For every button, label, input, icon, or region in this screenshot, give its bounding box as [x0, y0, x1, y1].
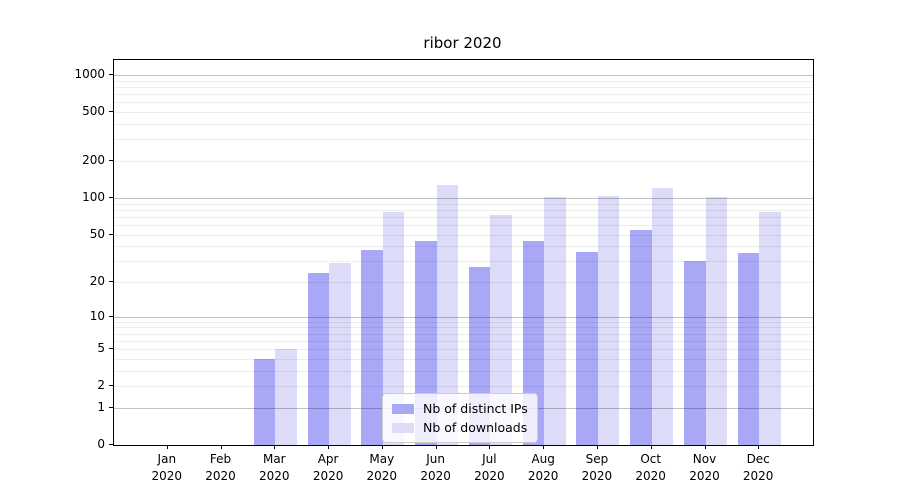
y-tick-label-100: 100 [82, 189, 105, 204]
bar-ips-dec [737, 253, 760, 445]
x-tick-label-jul: Jul 2020 [474, 452, 505, 483]
legend-swatch-distinct-ips [392, 403, 414, 414]
y-tick-mark-2 [109, 385, 113, 387]
bar-ips-apr [307, 272, 330, 445]
y-tick-label-200: 200 [82, 153, 105, 167]
y-tick-label-0: 0 [97, 437, 105, 451]
legend-item-downloads: Nb of downloads [392, 418, 528, 437]
x-tick-mark-feb [220, 445, 222, 449]
y-tick-mark-1000 [109, 74, 113, 76]
y-tick-mark-500 [109, 111, 113, 113]
y-tick-label-2: 2 [97, 378, 105, 393]
x-tick-label-may: May 2020 [366, 452, 398, 483]
bar-downloads-aug [544, 197, 566, 445]
y-tick-mark-50 [109, 233, 113, 235]
x-tick-mark-mar [274, 445, 276, 449]
y-tick-label-1: 1 [97, 399, 105, 414]
y-tick-label-20: 20 [89, 274, 105, 288]
bar-ips-sep [576, 251, 598, 445]
x-tick-mark-apr [328, 445, 330, 449]
x-tick-label-nov: Nov 2020 [689, 452, 720, 483]
bar-ips-mar [253, 358, 276, 445]
bar-ips-oct [630, 229, 652, 445]
bar-downloads-jul [490, 215, 512, 445]
bar-downloads-nov [705, 197, 727, 445]
x-tick-label-sep: Sep 2020 [581, 452, 613, 483]
bar-downloads-mar [275, 349, 297, 445]
legend-item-distinct-ips: Nb of distinct IPs [392, 399, 528, 418]
y-tick-label-500: 500 [82, 104, 105, 119]
legend-label-distinct-ips: Nb of distinct IPs [423, 401, 528, 416]
x-tick-mark-nov [704, 445, 706, 449]
y-tick-mark-5 [109, 348, 113, 350]
x-tick-label-dec: Dec 2020 [742, 452, 774, 483]
x-tick-mark-aug [543, 445, 545, 449]
y-tick-mark-20 [109, 281, 113, 282]
bar-downloads-apr [329, 262, 351, 445]
x-tick-mark-may [381, 445, 383, 449]
y-tick-mark-200 [109, 160, 113, 161]
bar-downloads-sep [597, 195, 620, 445]
x-tick-mark-oct [650, 445, 652, 449]
y-tick-mark-10 [109, 315, 113, 317]
legend-swatch-downloads [392, 422, 414, 433]
y-tick-mark-100 [109, 196, 113, 198]
legend-label-downloads: Nb of downloads [423, 420, 528, 435]
y-tick-mark-0 [109, 444, 113, 445]
bar-ips-nov [684, 261, 706, 445]
y-tick-label-50: 50 [89, 226, 105, 241]
x-tick-label-aug: Aug 2020 [527, 452, 559, 483]
x-tick-label-oct: Oct 2020 [635, 452, 666, 483]
x-tick-label-feb: Feb 2020 [205, 452, 236, 483]
bar-downloads-oct [651, 188, 674, 445]
x-tick-mark-jun [435, 445, 437, 449]
legend: Nb of distinct IPs Nb of downloads [382, 393, 538, 443]
bar-ips-may [361, 250, 383, 445]
y-tick-label-10: 10 [89, 308, 105, 323]
y-tick-mark-1 [109, 406, 113, 408]
x-tick-label-jun: Jun 2020 [420, 452, 451, 483]
x-tick-label-jan: Jan 2020 [151, 452, 183, 483]
chart-title: ribor 2020 [423, 34, 502, 52]
y-tick-label-5: 5 [97, 341, 105, 356]
x-tick-label-mar: Mar 2020 [259, 452, 290, 483]
x-tick-label-apr: Apr 2020 [312, 452, 344, 483]
x-tick-mark-dec [758, 445, 760, 449]
y-tick-label-1000: 1000 [74, 67, 105, 82]
x-tick-mark-sep [596, 445, 598, 449]
plot-area: Nb of distinct IPs Nb of downloads [113, 59, 814, 446]
bar-downloads-may [382, 212, 405, 445]
bar-downloads-jun [436, 184, 459, 445]
bars-layer [114, 60, 813, 445]
bar-downloads-dec [759, 211, 781, 445]
x-tick-mark-jul [489, 445, 491, 449]
x-tick-mark-jan [166, 445, 168, 449]
